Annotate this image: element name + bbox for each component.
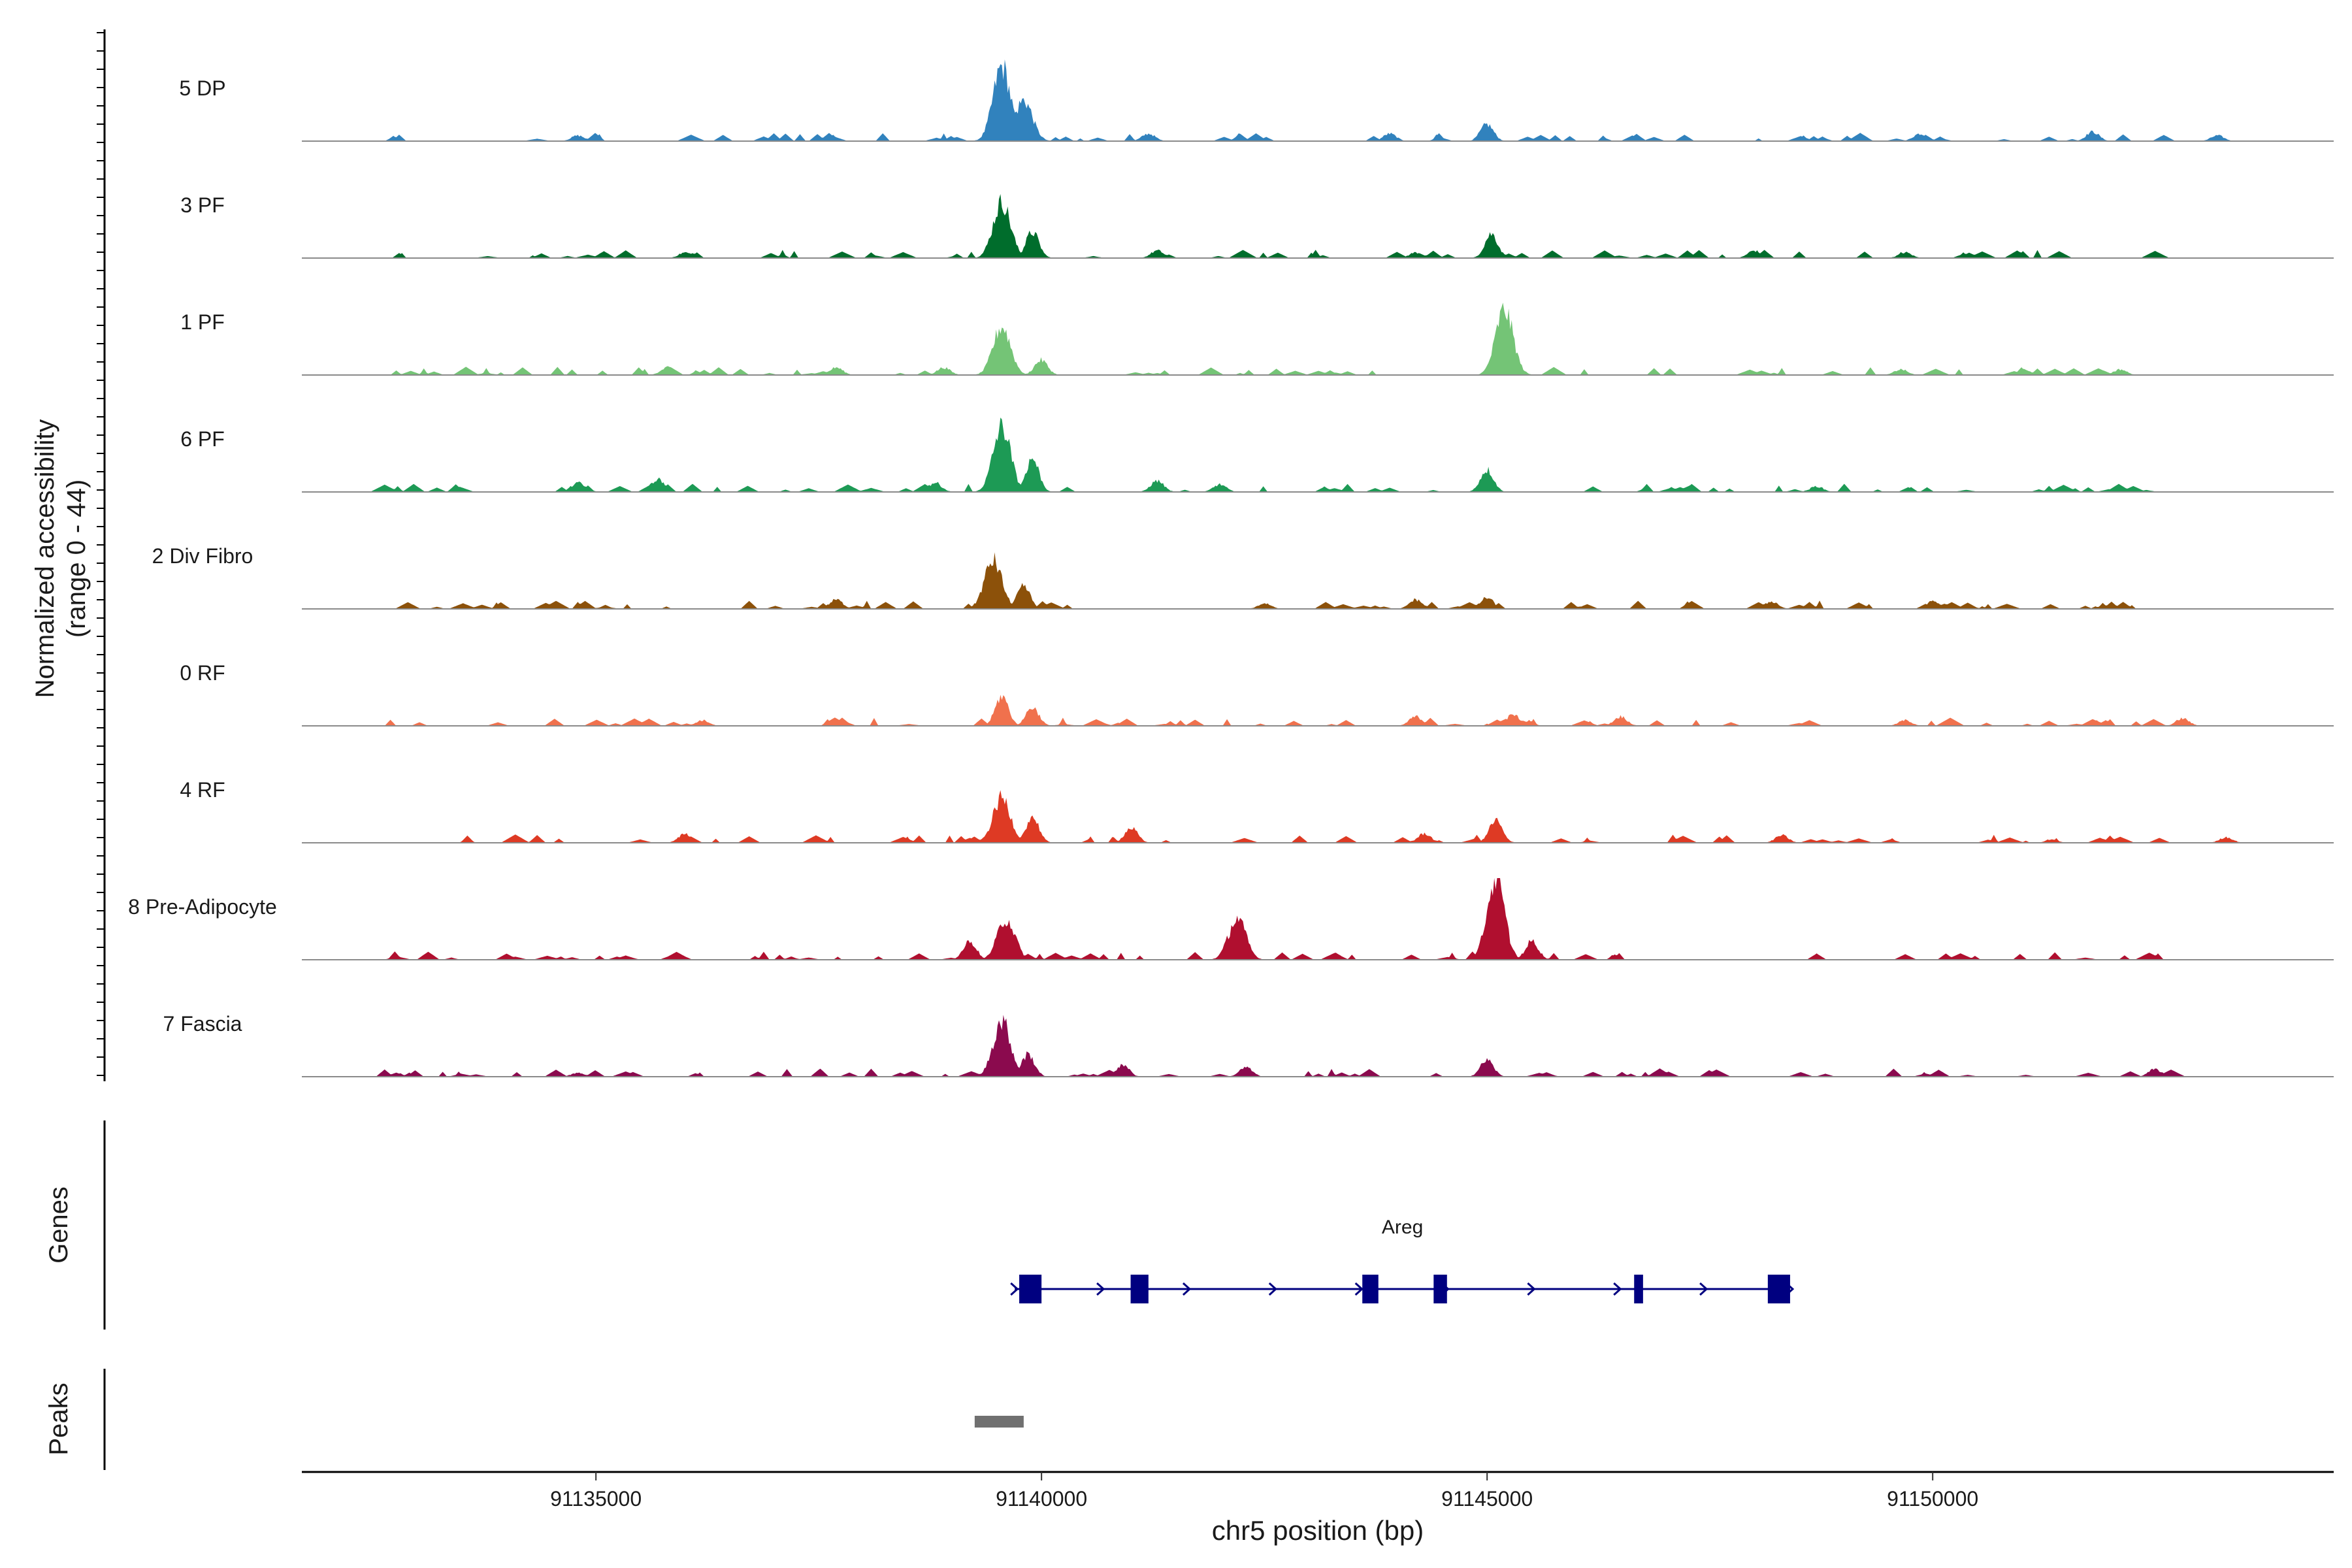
gene-name-label: Areg (1382, 1217, 1423, 1238)
coverage-area (302, 790, 2334, 843)
coverage-area (302, 552, 2334, 609)
gene-exon (1019, 1275, 1042, 1303)
strand-arrow (1527, 1282, 1536, 1296)
coverage-area (302, 194, 2334, 258)
x-tick-label: 91150000 (1887, 1487, 1978, 1511)
track-label: 3 PF (180, 193, 225, 217)
strand-arrow (1613, 1282, 1622, 1296)
strand-arrow (1354, 1282, 1364, 1296)
coverage-track: 3 PF (180, 193, 2334, 259)
y-axis-range-label: (range 0 - 44) (62, 480, 91, 638)
gene-track: Areg (1010, 1217, 1795, 1303)
peak-region (974, 1416, 1024, 1428)
tracks: 5 DP 3 PF 1 PF 6 PF 2 Div Fibro 0 RF 4 RF 8 Pre… (128, 59, 2334, 1077)
strand-arrow (1699, 1282, 1708, 1296)
coverage-track: 1 PF (180, 302, 2334, 376)
strand-arrow (1096, 1282, 1105, 1296)
x-tick-label: 91135000 (550, 1487, 642, 1511)
track-label: 7 Fascia (163, 1012, 242, 1036)
coverage-track: 6 PF (180, 417, 2334, 493)
coverage-track: 8 Pre-Adipocyte (128, 878, 2334, 960)
strand-arrow (1182, 1282, 1192, 1296)
x-axis-label: chr5 position (bp) (1212, 1515, 1424, 1546)
strand-arrow (1268, 1282, 1278, 1296)
x-tick-label: 91145000 (1441, 1487, 1533, 1511)
coverage-track: 5 DP (179, 59, 2334, 142)
coverage-track: 7 Fascia (163, 1012, 2334, 1077)
coverage-area (302, 59, 2334, 141)
coverage-area (302, 878, 2334, 960)
track-label: 6 PF (180, 427, 225, 451)
coverage-area (302, 417, 2334, 492)
track-label: 0 RF (180, 661, 225, 685)
gene-exon (1362, 1275, 1379, 1303)
coverage-area (302, 1015, 2334, 1077)
coverage-area (302, 302, 2334, 375)
track-label: 5 DP (179, 76, 225, 100)
coverage-track: 0 RF (180, 661, 2334, 727)
track-label: 8 Pre-Adipocyte (128, 895, 277, 919)
genes-panel-label: Genes (44, 1186, 73, 1264)
x-tick-label: 91140000 (996, 1487, 1087, 1511)
gene-exon (1130, 1275, 1149, 1303)
y-axis-label: Normalized accessibility (31, 419, 59, 698)
coverage-track: 2 Div Fibro (152, 544, 2334, 610)
track-label: 4 RF (180, 778, 225, 802)
coverage-track: 4 RF (180, 778, 2334, 843)
gene-exon (1433, 1275, 1447, 1303)
coverage-axis-ticks (97, 32, 105, 1076)
gene-model: Areg (1010, 1217, 1795, 1303)
gene-exon (1767, 1275, 1790, 1303)
track-label: 2 Div Fibro (152, 544, 253, 568)
coverage-area (302, 694, 2334, 726)
peaks-panel-label: Peaks (44, 1382, 73, 1455)
peak-track (974, 1416, 1024, 1428)
gene-exon (1634, 1275, 1643, 1303)
strand-arrow (1010, 1282, 1019, 1296)
x-axis-ticks: 91135000 91140000 91145000 91150000 (550, 1472, 1978, 1511)
track-label: 1 PF (180, 310, 225, 334)
